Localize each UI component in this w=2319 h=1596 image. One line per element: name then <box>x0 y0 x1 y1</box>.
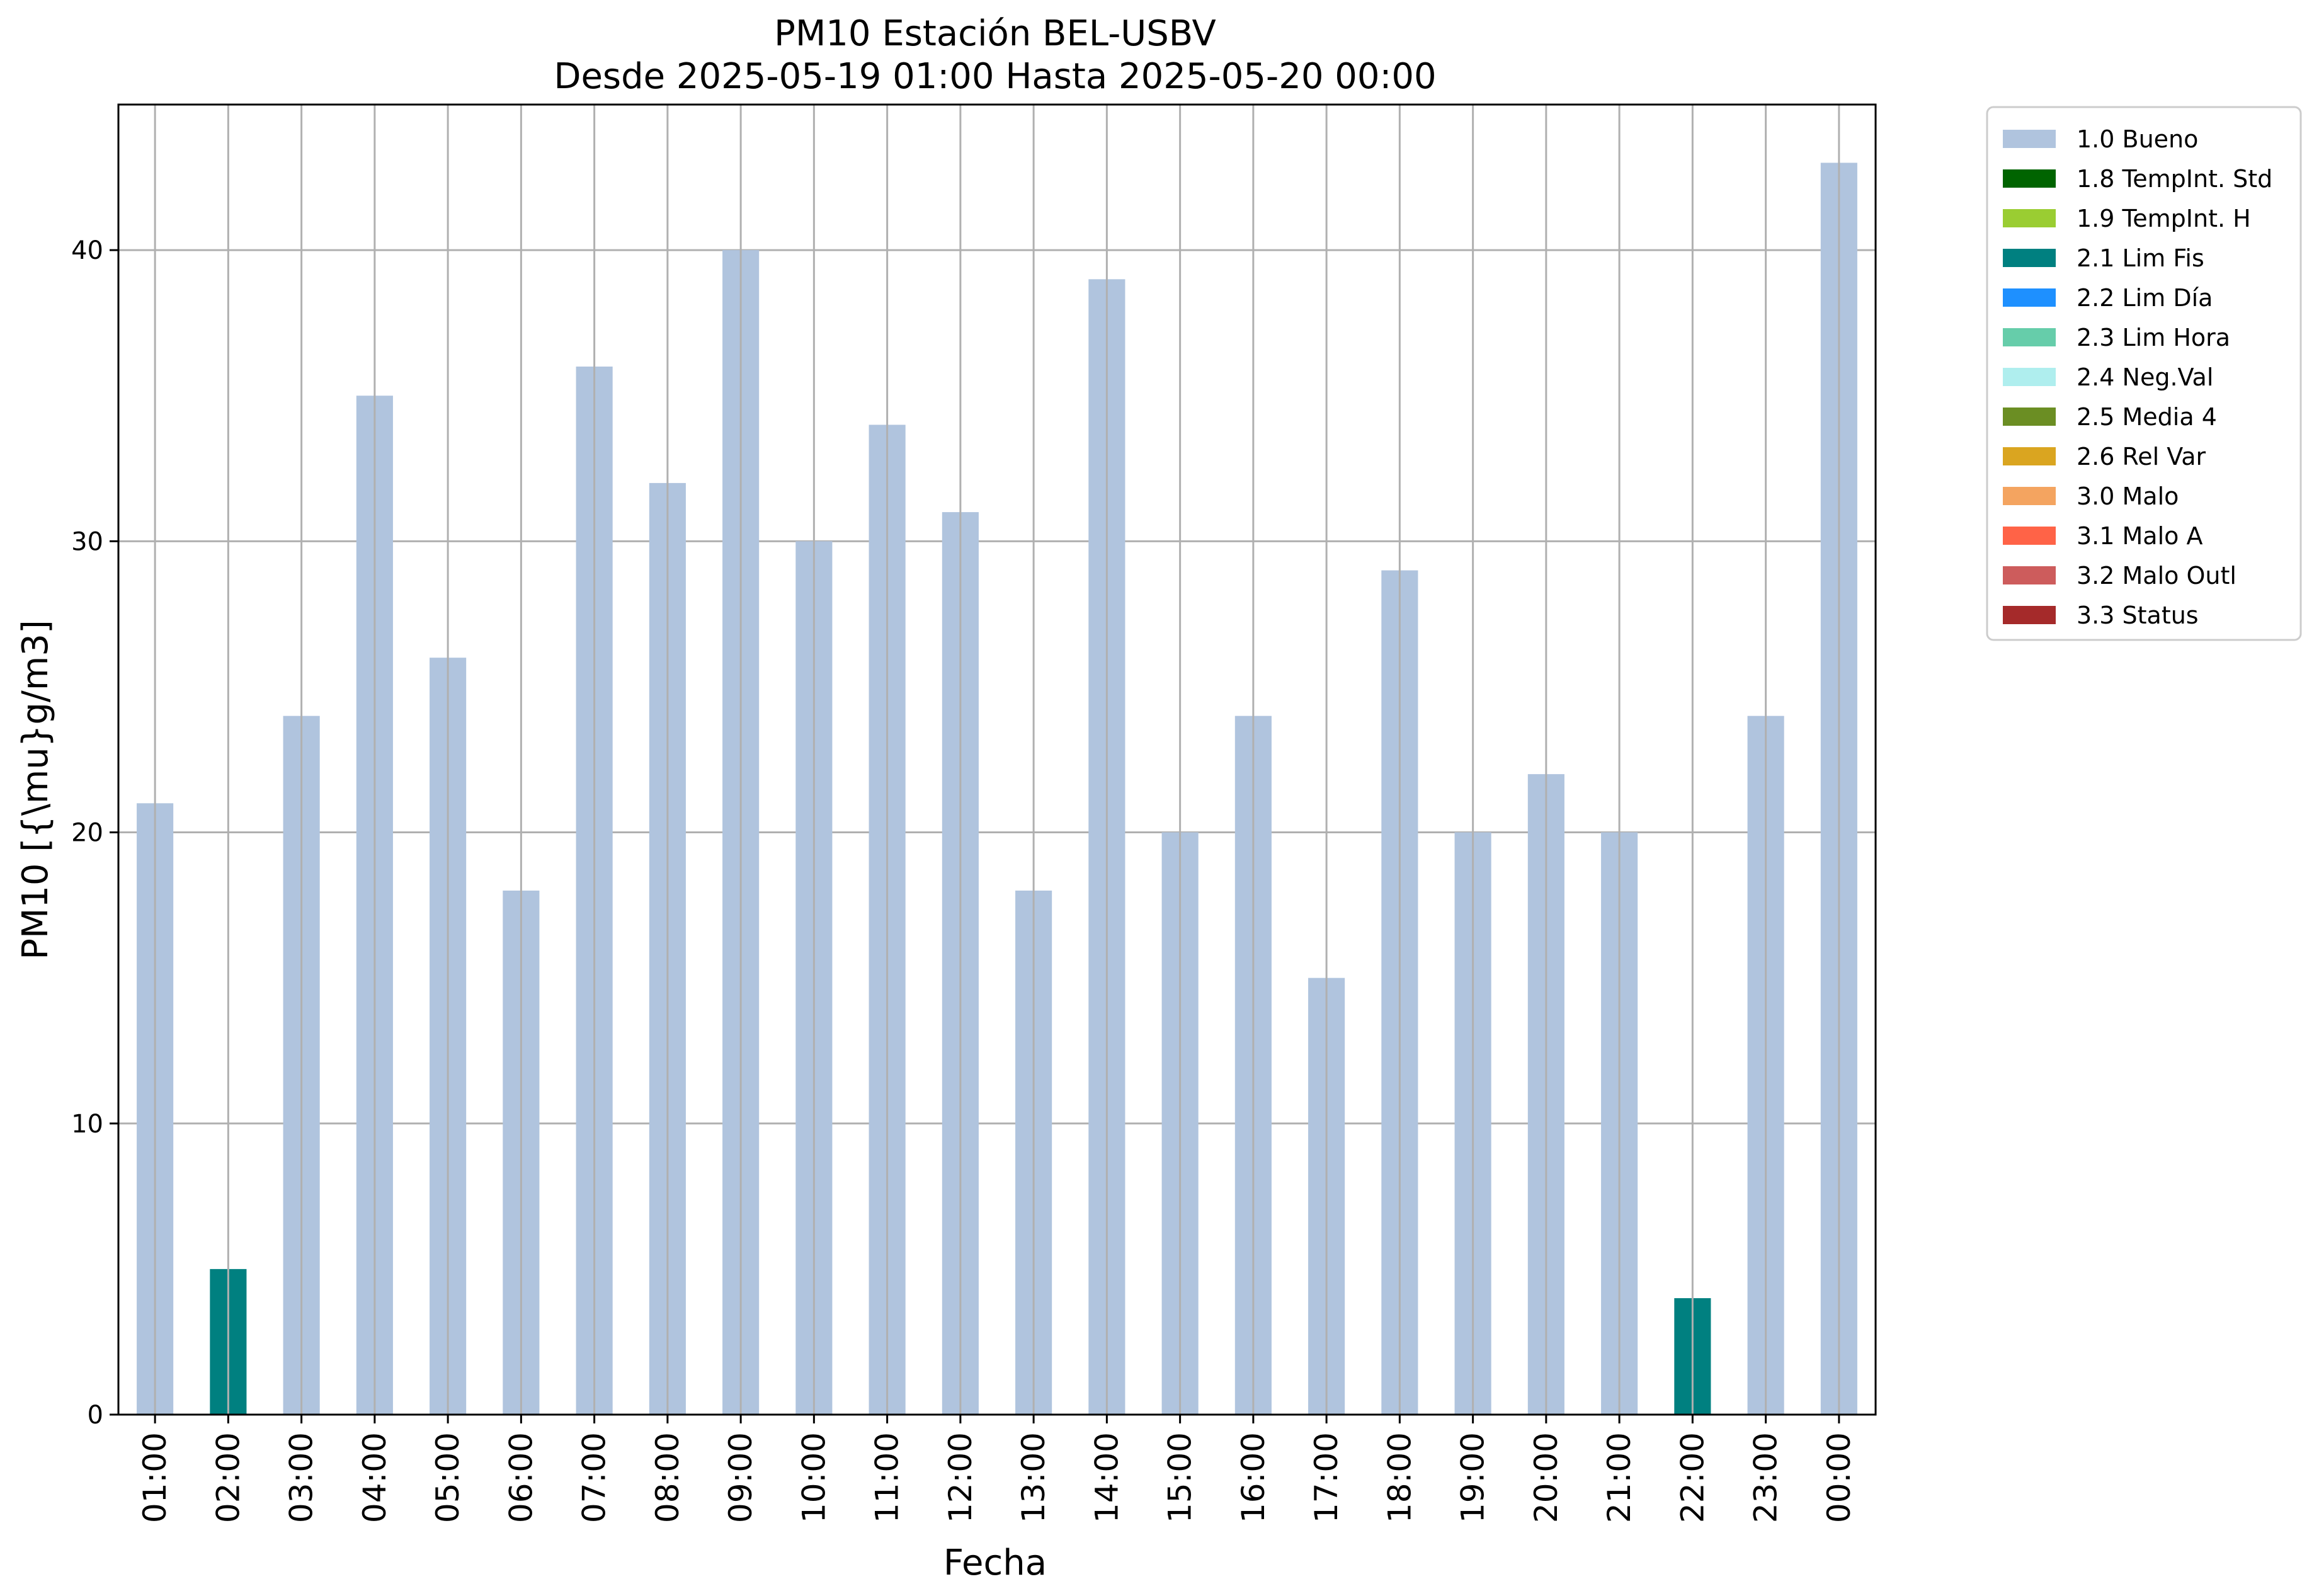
legend-swatch <box>2003 368 2056 386</box>
x-tick-label: 15:00 <box>1162 1432 1199 1523</box>
x-tick-label: 10:00 <box>795 1432 832 1523</box>
x-tick-label: 08:00 <box>649 1432 686 1523</box>
x-tick-label: 22:00 <box>1674 1432 1711 1523</box>
axis-ticks: 0 10 20 30 40 01:00 02:00 03:00 04:00 05:00 06:00 0… <box>71 236 1857 1523</box>
x-tick-label: 16:00 <box>1235 1432 1272 1523</box>
x-tick-label: 21:00 <box>1601 1432 1638 1523</box>
x-tick-label: 11:00 <box>869 1432 906 1523</box>
x-tick-label: 05:00 <box>430 1432 466 1523</box>
x-tick-label: 00:00 <box>1821 1432 1857 1523</box>
x-tick-label: 02:00 <box>210 1432 246 1523</box>
legend-swatch <box>2003 130 2056 148</box>
x-tick-label: 09:00 <box>722 1432 759 1523</box>
x-tick-label: 03:00 <box>283 1432 320 1523</box>
bars <box>137 105 1857 1415</box>
legend-swatch <box>2003 447 2056 465</box>
x-tick-label: 12:00 <box>942 1432 979 1523</box>
x-tick-label: 23:00 <box>1748 1432 1784 1523</box>
legend-label: 1.8 TempInt. Std <box>2077 165 2272 193</box>
legend-label: 2.2 Lim Día <box>2077 284 2213 312</box>
legend-swatch <box>2003 169 2056 188</box>
legend-label: 2.4 Neg.Val <box>2077 363 2213 391</box>
legend-swatch <box>2003 209 2056 227</box>
x-tick-label: 04:00 <box>356 1432 393 1523</box>
legend: 1.0 Bueno 1.8 TempInt. Std 1.9 TempInt. H 2… <box>1986 106 2302 641</box>
chart-subtitle: Desde 2025-05-19 01:00 Hasta 2025-05-20 … <box>554 56 1436 97</box>
legend-label: 1.0 Bueno <box>2077 125 2198 153</box>
legend-swatch <box>2003 288 2056 307</box>
x-tick-label: 06:00 <box>503 1432 539 1523</box>
legend-box <box>1986 106 2302 641</box>
legend-swatch <box>2003 487 2056 505</box>
x-tick-label: 17:00 <box>1308 1432 1345 1523</box>
x-tick-label: 20:00 <box>1528 1432 1564 1523</box>
y-tick-label: 10 <box>71 1110 103 1139</box>
chart-title: PM10 Estación BEL-USBV <box>774 13 1216 54</box>
legend-label: 3.1 Malo A <box>2077 522 2202 550</box>
legend-label: 2.1 Lim Fis <box>2077 244 2204 272</box>
legend-swatch <box>2003 408 2056 426</box>
y-axis-label: PM10 [{\mu}g/m3] <box>15 620 56 960</box>
legend-label: 3.0 Malo <box>2077 482 2179 510</box>
x-tick-label: 19:00 <box>1455 1432 1491 1523</box>
x-tick-label: 01:00 <box>137 1432 173 1523</box>
y-tick-label: 20 <box>71 819 103 848</box>
legend-label: 3.3 Status <box>2077 601 2199 629</box>
legend-label: 2.5 Media 4 <box>2077 403 2217 431</box>
x-tick-label: 18:00 <box>1381 1432 1418 1523</box>
y-tick-label: 0 <box>88 1401 103 1430</box>
legend-label: 2.3 Lim Hora <box>2077 324 2230 351</box>
x-tick-label: 13:00 <box>1015 1432 1052 1523</box>
x-axis-label: Fecha <box>943 1542 1047 1583</box>
legend-swatch <box>2003 566 2056 584</box>
x-tick-label: 07:00 <box>576 1432 613 1523</box>
legend-swatch <box>2003 249 2056 267</box>
plot-area-frame <box>117 103 1877 1416</box>
legend-swatch <box>2003 527 2056 545</box>
legend-swatch <box>2003 606 2056 624</box>
y-tick-label: 30 <box>71 527 103 556</box>
x-tick-label: 14:00 <box>1088 1432 1125 1523</box>
legend-label: 2.6 Rel Var <box>2077 443 2206 470</box>
legend-label: 1.9 TempInt. H <box>2077 205 2251 232</box>
y-tick-label: 40 <box>71 236 103 265</box>
legend-swatch <box>2003 328 2056 346</box>
legend-label: 3.2 Malo Outl <box>2077 562 2236 590</box>
